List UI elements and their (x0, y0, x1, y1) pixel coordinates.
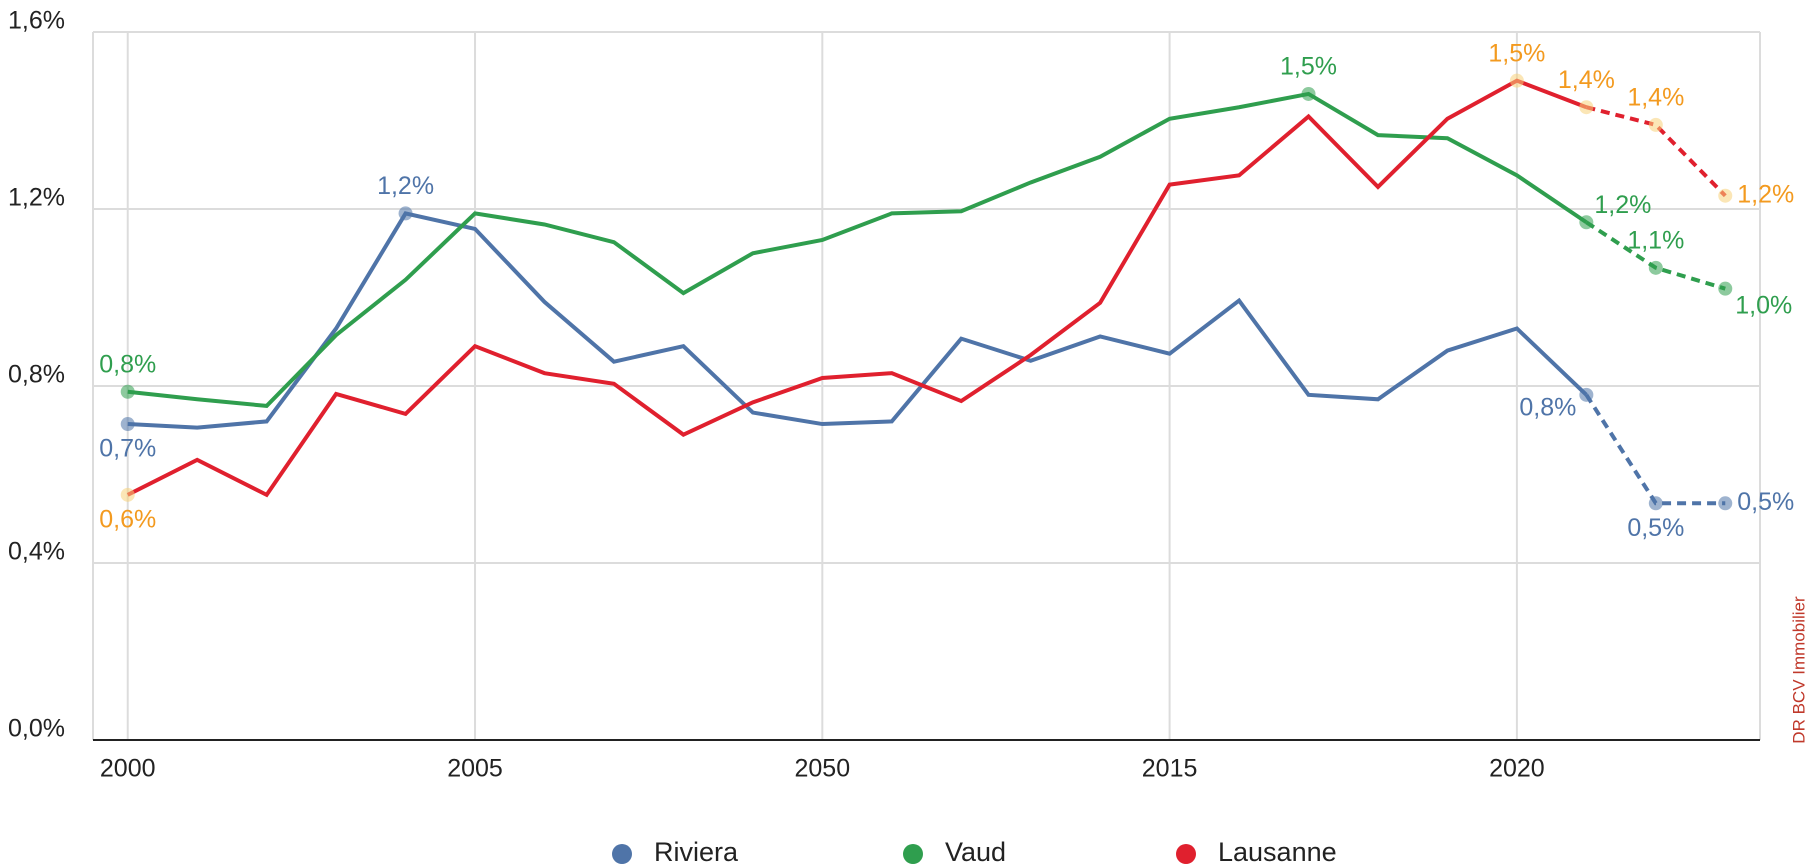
data-label: 1,5% (1488, 39, 1545, 67)
data-label: 1,4% (1558, 66, 1615, 94)
point-marker (1718, 281, 1733, 296)
x-tick-label: 2005 (447, 755, 503, 783)
data-label: 1,5% (1280, 53, 1337, 81)
forecast-line (1584, 393, 1726, 506)
data-label: 0,6% (99, 505, 156, 533)
point-marker (1718, 496, 1733, 511)
point-marker (1648, 496, 1663, 511)
point-marker (1301, 86, 1316, 101)
data-label: 1,2% (377, 172, 434, 200)
point-marker (398, 206, 413, 221)
legend-swatch (903, 844, 923, 864)
data-label: 1,2% (1737, 180, 1794, 208)
point-marker (120, 384, 135, 399)
legend-label: Riviera (654, 837, 739, 867)
data-label: 0,7% (99, 435, 156, 463)
point-marker (1579, 215, 1594, 230)
data-label: 0,8% (99, 350, 156, 378)
data-label: 0,5% (1737, 488, 1794, 516)
data-label: 0,8% (1519, 393, 1576, 421)
x-tick-label: 2015 (1142, 755, 1198, 783)
point-marker (1648, 117, 1663, 132)
source: DR BCV Immobilier (1789, 596, 1808, 744)
point-marker (1718, 188, 1733, 203)
x-tick-label: 2000 (100, 755, 156, 783)
line (127, 211, 1588, 430)
data-label: 1,2% (1594, 191, 1651, 219)
y-tick-label: 0,4% (8, 538, 65, 566)
legend-swatch (612, 844, 632, 864)
x-tick-label: 2020 (1489, 755, 1545, 783)
point-marker (120, 417, 135, 432)
data-label: 1,1% (1627, 226, 1684, 254)
x-tick-label: 2050 (795, 755, 851, 783)
forecast-line (1585, 105, 1727, 198)
point-marker (1509, 73, 1524, 88)
point-marker (1579, 100, 1594, 115)
data-label: 1,4% (1627, 84, 1684, 112)
legend-label: Vaud (945, 837, 1006, 867)
point-marker (1579, 387, 1594, 402)
line (126, 78, 1588, 498)
point-marker (120, 487, 135, 502)
point-marker (1648, 260, 1663, 275)
y-tick-label: 0,0% (8, 715, 65, 743)
legend-label: Lausanne (1218, 837, 1337, 867)
line (127, 91, 1588, 408)
data-label: 0,5% (1627, 514, 1684, 542)
y-tick-label: 1,2% (8, 184, 65, 212)
legend-swatch (1176, 844, 1196, 864)
data-label: 1,0% (1735, 291, 1792, 319)
y-tick-label: 0,8% (8, 361, 65, 389)
y-tick-label: 1,6% (8, 7, 65, 35)
